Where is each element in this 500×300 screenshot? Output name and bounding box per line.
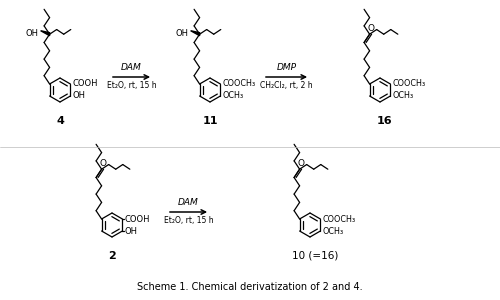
Text: COOCH₃: COOCH₃ [392,80,426,88]
Text: OCH₃: OCH₃ [392,92,413,100]
Text: DAM: DAM [178,198,199,207]
Text: 16: 16 [377,116,393,126]
Text: O: O [297,159,304,168]
Text: O: O [99,159,106,168]
Text: DAM: DAM [121,63,142,72]
Text: 2: 2 [108,251,116,261]
Text: OH: OH [176,29,188,38]
Text: COOH: COOH [124,214,150,224]
Text: 10 (=16): 10 (=16) [292,251,338,261]
Text: COOCH₃: COOCH₃ [222,80,256,88]
Text: DMP: DMP [276,63,296,72]
Polygon shape [190,31,200,36]
Text: COOCH₃: COOCH₃ [322,214,356,224]
Text: Scheme 1. Chemical derivatization of 2 and 4.: Scheme 1. Chemical derivatization of 2 a… [137,282,363,292]
Polygon shape [40,31,50,36]
Text: OH: OH [72,92,86,100]
Text: OCH₃: OCH₃ [322,226,344,236]
Text: Et₂O, rt, 15 h: Et₂O, rt, 15 h [164,216,214,225]
Text: OH: OH [124,226,138,236]
Text: Et₂O, rt, 15 h: Et₂O, rt, 15 h [106,81,156,90]
Text: COOH: COOH [72,80,98,88]
Text: 4: 4 [56,116,64,126]
Text: OCH₃: OCH₃ [222,92,244,100]
Text: 11: 11 [202,116,218,126]
Text: CH₂Cl₂, rt, 2 h: CH₂Cl₂, rt, 2 h [260,81,313,90]
Text: OH: OH [26,29,38,38]
Text: O: O [367,24,374,33]
